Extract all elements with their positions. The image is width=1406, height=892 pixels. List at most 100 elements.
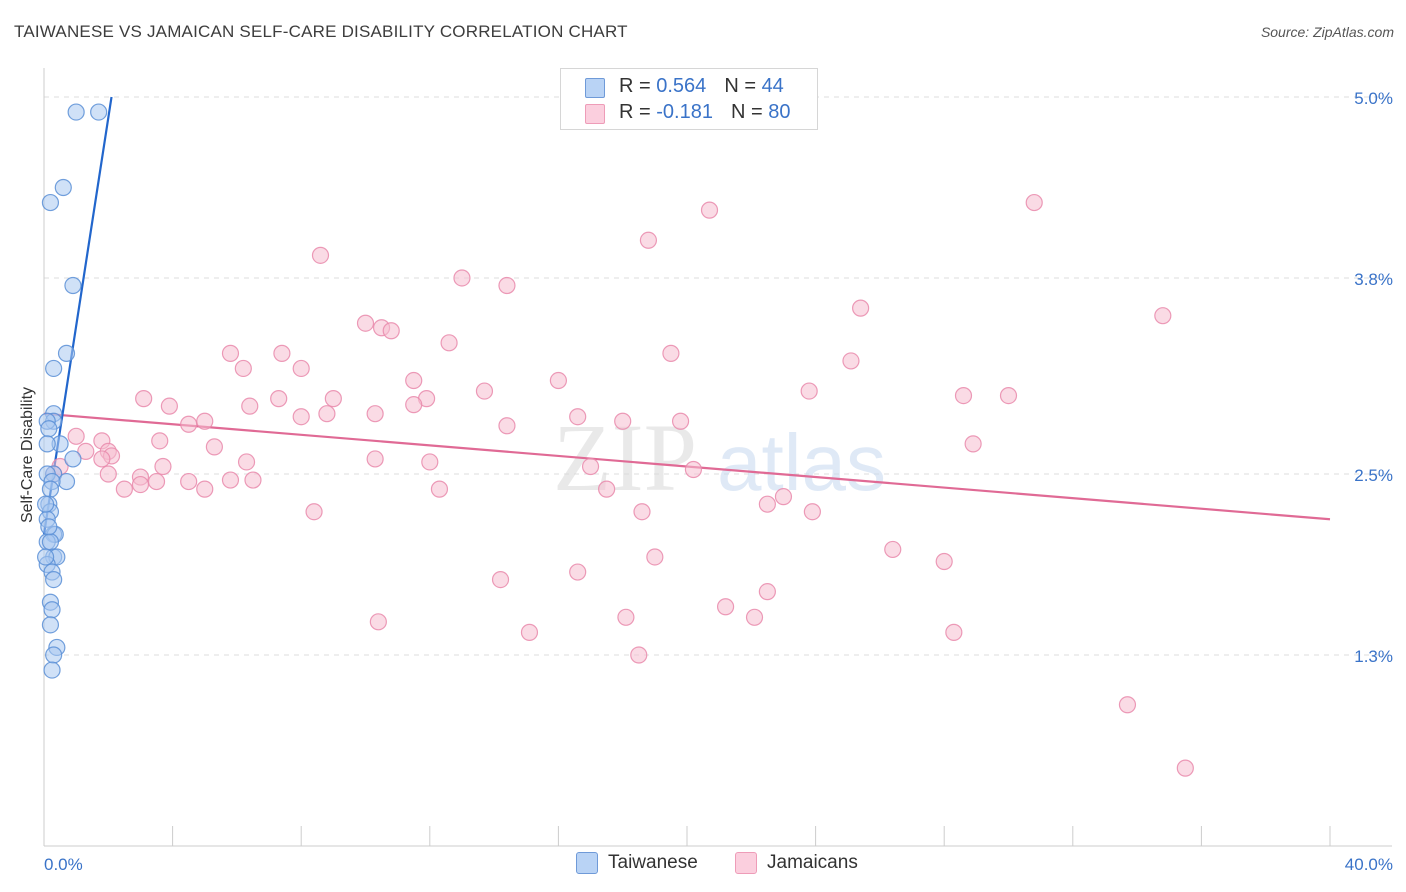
taiwanese-point: [41, 533, 60, 551]
jamaicans-point: [196, 412, 214, 430]
taiwanese-point: [40, 518, 58, 536]
jamaicans-point: [1118, 696, 1137, 714]
jamaicans-point: [842, 352, 860, 370]
jamaicans-point: [684, 460, 703, 479]
jamaicans-swatch: [585, 104, 605, 124]
y-tick-label: 5.0%: [1354, 89, 1393, 108]
tick-labels: 1.3% 2.5% 3.8% 5.0% 0.0% 40.0%: [44, 89, 1393, 874]
x-tick-label: 0.0%: [44, 855, 83, 874]
jamaicans-point: [453, 269, 471, 287]
taiwanese-point: [64, 276, 82, 295]
jamaicans-point: [241, 397, 259, 415]
jamaicans-point: [180, 472, 198, 491]
jamaicans-point: [131, 475, 150, 494]
jamaicans-point: [318, 405, 336, 423]
y-tick-label: 2.5%: [1354, 466, 1393, 485]
taiwanese-point: [41, 193, 60, 212]
jamaicans-point: [405, 371, 423, 390]
jamaicans-point: [440, 334, 458, 352]
jamaicans-point: [633, 503, 651, 521]
legend-n-value: 80: [768, 101, 791, 123]
jamaicans-point: [803, 503, 821, 521]
jamaicans-point: [196, 480, 214, 498]
jamaicans-point: [716, 598, 735, 616]
correlation-legend: R = 0.564 N = 44 R = -0.181 N = 80: [560, 68, 818, 130]
taiwanese-point: [45, 570, 63, 589]
jamaicans-point: [475, 382, 494, 400]
taiwanese-point: [37, 548, 55, 566]
jamaicans-point: [305, 503, 323, 521]
legend-r-label: R =: [619, 75, 657, 97]
jamaicans-point: [366, 450, 384, 468]
jamaicans-point: [273, 344, 291, 362]
jamaicans-point: [430, 480, 449, 498]
jamaicans-point: [671, 412, 690, 430]
taiwanese-point: [41, 616, 60, 634]
jamaicans-point: [1025, 193, 1043, 212]
jamaicans-point: [237, 453, 256, 471]
gridlines: [44, 96, 1392, 656]
jamaicans-point: [662, 344, 680, 362]
jamaicans-point: [498, 417, 516, 435]
jamaicans-point: [67, 427, 85, 445]
jamaicans-point: [180, 415, 198, 433]
taiwanese-point: [43, 601, 61, 619]
legend-n-value: 44: [761, 75, 784, 97]
taiwanese-point: [67, 103, 85, 121]
jamaicans-legend-swatch: [735, 852, 757, 874]
watermark-atlas: atlas: [717, 418, 886, 507]
jamaicans-point: [1154, 307, 1172, 325]
jamaicans-point: [93, 450, 111, 468]
jamaicans-legend-label: Jamaicans: [767, 852, 858, 873]
jamaicans-point: [115, 480, 133, 498]
jamaicans-point: [598, 480, 616, 498]
taiwanese-point: [57, 344, 76, 362]
jamaicans-point: [160, 397, 178, 415]
jamaicans-point: [954, 387, 973, 405]
jamaicans-point: [369, 613, 387, 631]
jamaicans-point: [758, 583, 776, 601]
jamaicans-point: [581, 457, 600, 476]
jamaicans-point: [244, 471, 262, 489]
jamaicans-point: [774, 488, 793, 506]
legend-n-label: N =: [730, 101, 769, 123]
jamaicans-point: [221, 471, 240, 489]
taiwanese-point: [40, 420, 58, 438]
x-tick-label: 40.0%: [1345, 855, 1393, 874]
legend-r-value: -0.181: [656, 101, 713, 123]
jamaicans-point: [221, 344, 240, 362]
jamaicans-point: [205, 438, 223, 456]
jamaicans-point: [498, 276, 516, 295]
jamaicans-point: [884, 540, 902, 559]
taiwanese-point: [38, 435, 56, 453]
jamaicans-point: [147, 472, 166, 491]
jamaicans-point: [421, 453, 439, 471]
jamaicans-point: [234, 359, 252, 378]
jamaicans-point: [630, 646, 648, 664]
taiwanese-legend-label: Taiwanese: [608, 852, 698, 873]
chart-title: TAIWANESE VS JAMAICAN SELF-CARE DISABILI…: [14, 22, 628, 41]
taiwanese-point: [54, 178, 72, 197]
y-tick-label: 1.3%: [1354, 647, 1393, 666]
taiwanese-point: [41, 480, 60, 498]
jamaicans-point: [292, 359, 310, 378]
legend-r-label: R =: [619, 101, 657, 123]
taiwanese-point: [57, 472, 76, 491]
y-tick-label: 3.8%: [1354, 270, 1393, 289]
jamaicans-point: [935, 552, 953, 571]
source-credit: Source: ZipAtlas.com: [1260, 24, 1394, 40]
jamaicans-point: [154, 457, 172, 476]
axes: [43, 68, 1392, 847]
jamaicans-point: [77, 442, 95, 461]
legend-r-value: 0.564: [656, 75, 707, 97]
jamaicans-point: [617, 608, 635, 626]
jamaicans-point: [569, 563, 587, 581]
jamaicans-point: [405, 396, 423, 414]
taiwanese-legend-swatch: [576, 852, 598, 874]
jamaicans-point: [999, 387, 1018, 405]
jamaicans-point: [945, 623, 963, 641]
taiwanese-point: [45, 359, 63, 378]
jamaicans-point: [639, 231, 658, 249]
jamaicans-point: [745, 608, 764, 626]
